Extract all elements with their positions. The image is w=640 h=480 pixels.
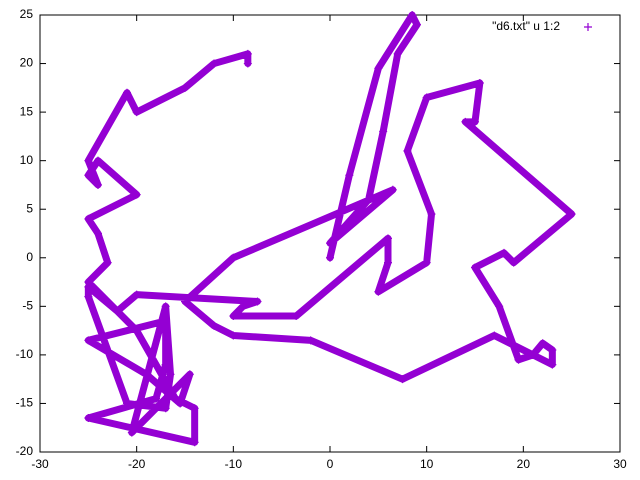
point — [84, 336, 93, 345]
point — [132, 108, 141, 117]
point — [548, 360, 557, 369]
point — [84, 214, 93, 223]
point — [500, 248, 508, 257]
point — [161, 404, 170, 413]
point — [393, 49, 402, 58]
y-tick-label: 20 — [20, 56, 34, 70]
point — [495, 302, 504, 311]
point — [84, 156, 93, 165]
legend-marker — [584, 23, 592, 31]
x-tick-label: -10 — [225, 457, 243, 471]
point — [176, 399, 185, 408]
point — [229, 253, 238, 262]
point — [471, 263, 479, 272]
point — [161, 302, 170, 311]
point — [166, 370, 175, 379]
point — [364, 195, 373, 204]
point — [152, 394, 160, 403]
x-tick-label: -20 — [128, 457, 146, 471]
point — [548, 346, 557, 355]
y-tick-label: -20 — [16, 444, 34, 458]
point — [113, 307, 122, 316]
point — [190, 438, 199, 447]
plot-frame — [39, 14, 621, 453]
point — [384, 234, 392, 243]
point — [538, 339, 547, 348]
point — [471, 117, 479, 126]
point — [181, 297, 189, 306]
x-tick-label: 20 — [517, 457, 531, 471]
point — [529, 350, 537, 359]
point — [306, 336, 315, 345]
point — [514, 355, 523, 364]
point — [461, 117, 470, 126]
point — [379, 127, 388, 136]
point — [123, 399, 131, 408]
point — [475, 78, 484, 87]
point — [181, 83, 189, 92]
point — [239, 302, 247, 311]
point — [210, 321, 218, 330]
point — [84, 292, 93, 301]
point — [190, 404, 199, 413]
point — [142, 370, 151, 379]
point — [509, 258, 518, 267]
point — [345, 171, 354, 180]
point — [94, 180, 102, 189]
point — [292, 312, 301, 321]
point — [84, 414, 93, 423]
point — [374, 287, 383, 296]
point — [132, 326, 141, 335]
x-tick-label: 10 — [420, 457, 434, 471]
point — [567, 210, 576, 219]
point — [132, 190, 141, 199]
y-tick-label: -15 — [16, 396, 34, 410]
point — [326, 239, 334, 248]
point — [84, 278, 93, 287]
point — [422, 258, 431, 267]
point — [161, 316, 170, 325]
point — [132, 290, 141, 299]
x-tick-label: -30 — [31, 457, 49, 471]
point — [398, 375, 407, 384]
point — [374, 64, 383, 73]
y-tick-label: -10 — [16, 347, 34, 361]
point — [123, 88, 131, 97]
point — [408, 11, 417, 19]
point — [243, 59, 252, 68]
point — [427, 210, 436, 219]
point — [326, 253, 334, 262]
y-tick-label: 5 — [26, 201, 33, 215]
point — [403, 146, 412, 155]
x-tick-label: 0 — [327, 457, 334, 471]
point — [413, 20, 421, 29]
point-trail — [84, 11, 576, 446]
point — [84, 171, 93, 180]
point — [185, 370, 194, 379]
point — [388, 185, 397, 194]
point — [253, 297, 262, 306]
y-tick-label: 15 — [20, 104, 34, 118]
point — [94, 229, 102, 238]
y-tick-label: -5 — [22, 299, 33, 313]
point — [490, 331, 499, 340]
point — [127, 428, 136, 437]
point — [103, 258, 112, 267]
point — [210, 59, 218, 68]
point — [384, 258, 392, 267]
point — [422, 93, 431, 102]
y-tick-label: 25 — [20, 7, 34, 21]
point — [229, 331, 238, 340]
point — [171, 394, 180, 403]
point — [94, 156, 102, 165]
point — [243, 49, 252, 58]
point — [161, 360, 170, 369]
x-tick-label: 30 — [613, 457, 627, 471]
point — [229, 312, 238, 321]
y-tick-label: 0 — [26, 250, 33, 264]
legend-label: "d6.txt" u 1:2 — [492, 19, 560, 33]
y-tick-label: 10 — [20, 153, 34, 167]
